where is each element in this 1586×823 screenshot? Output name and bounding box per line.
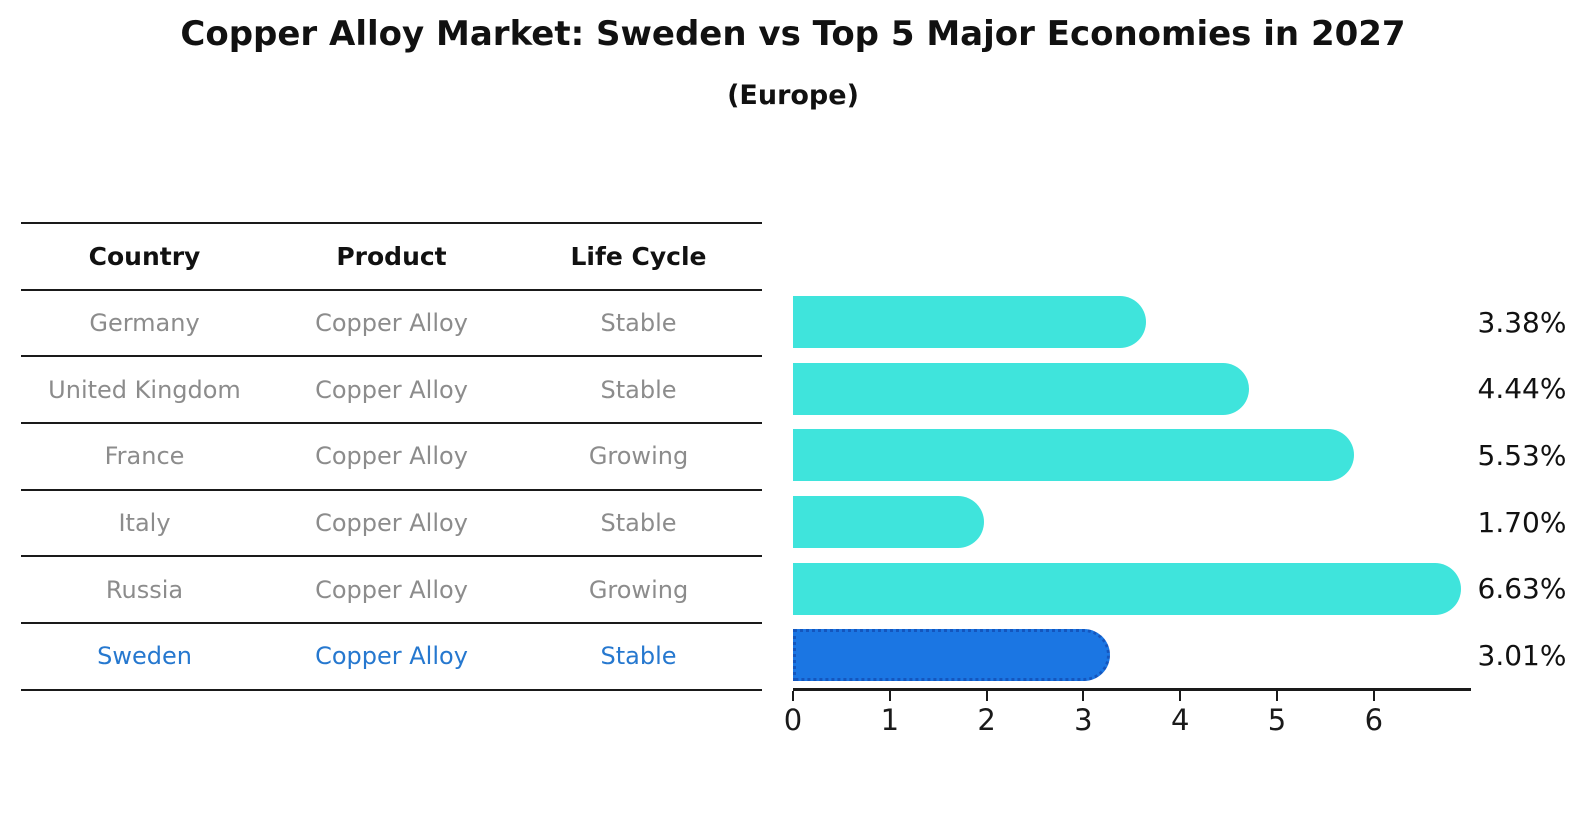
bar-value-label: 3.01% [1477, 639, 1567, 673]
table-cell-life-cycle: Growing [588, 442, 689, 471]
table-cell-country: Italy [118, 509, 171, 538]
bar-italy [793, 496, 984, 549]
bar-value-label: 3.38% [1477, 305, 1567, 339]
bar-value-label: 5.53% [1477, 438, 1567, 472]
x-tick-mark [1179, 691, 1182, 701]
table-cell-life-cycle: Stable [600, 309, 677, 338]
x-tick-label: 5 [1267, 703, 1287, 737]
x-tick-mark [985, 691, 988, 701]
table-cell-product: Copper Alloy [315, 575, 468, 604]
x-tick-label: 0 [783, 703, 803, 737]
chart-title: Copper Alloy Market: Sweden vs Top 5 Maj… [180, 14, 1406, 54]
x-tick-label: 4 [1170, 703, 1190, 737]
table-header-cell-life-cycle: Life Cycle [570, 241, 707, 271]
table-cell-product: Copper Alloy [315, 309, 468, 338]
bar-germany [793, 295, 1147, 348]
bar-france [793, 429, 1355, 482]
x-tick-label: 3 [1074, 703, 1093, 737]
bar-united-kingdom [793, 362, 1249, 415]
table-cell-product: Copper Alloy [315, 442, 468, 471]
x-tick-mark [888, 691, 891, 701]
table-body: Germany Copper Alloy Stable United Kingdom C… [21, 291, 762, 691]
table-cell-life-cycle: Stable [600, 375, 677, 404]
table-cell-product: Copper Alloy [315, 509, 468, 538]
table-header-cell-country: Country [88, 241, 201, 271]
table-cell-country: Germany [89, 309, 200, 338]
x-tick-mark [792, 691, 794, 701]
bar-sweden [793, 629, 1111, 682]
bar-russia [793, 562, 1461, 615]
bar-value-label: 1.70% [1477, 505, 1567, 539]
table-row: Russia Copper Alloy Growing [21, 557, 762, 625]
table-header-row: Country Product Life Cycle [21, 224, 762, 291]
table-row: Italy Copper Alloy Stable [21, 491, 762, 558]
table-cell-life-cycle: Stable [600, 642, 677, 671]
table-row: Sweden Copper Alloy Stable [21, 624, 762, 691]
table-cell-life-cycle: Growing [588, 575, 689, 604]
country-table: Country Product Life Cycle Germany Copper A… [21, 222, 762, 691]
table-row: Germany Copper Alloy Stable [21, 291, 762, 358]
table-cell-country: Russia [105, 575, 184, 604]
table-cell-country: United Kingdom [48, 375, 241, 404]
x-tick-mark [1276, 691, 1278, 701]
x-tick-label: 2 [977, 703, 996, 737]
x-tick-mark [1082, 691, 1085, 701]
x-tick-mark [1372, 691, 1375, 701]
table-cell-country: France [104, 442, 185, 471]
x-tick-label: 1 [880, 703, 900, 737]
table-row: France Copper Alloy Growing [21, 424, 762, 491]
table-row: United Kingdom Copper Alloy Stable [21, 357, 762, 425]
bar-value-label: 4.44% [1477, 372, 1567, 406]
table-cell-product: Copper Alloy [315, 375, 468, 404]
table-header-cell-product: Product [336, 241, 447, 271]
table-cell-country: Sweden [97, 642, 192, 671]
table-cell-life-cycle: Stable [600, 509, 677, 538]
x-tick-label: 6 [1364, 703, 1384, 737]
x-axis-line [793, 688, 1471, 691]
table-cell-product: Copper Alloy [315, 642, 468, 671]
bar-value-label: 6.63% [1477, 572, 1567, 606]
bar-plot [793, 289, 1513, 689]
chart-subtitle: (Europe) [727, 80, 859, 111]
